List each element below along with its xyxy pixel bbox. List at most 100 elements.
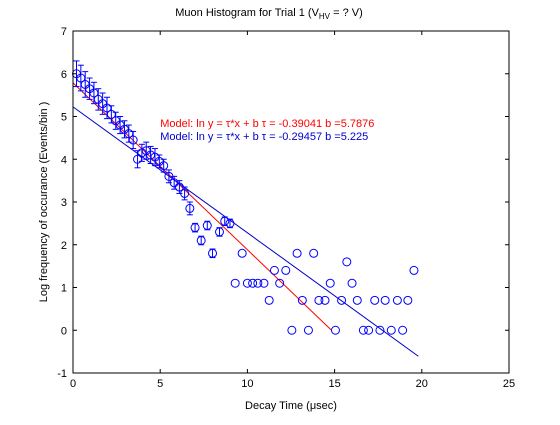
data-point [185, 201, 195, 216]
data-marker [292, 248, 302, 258]
data-point [403, 295, 413, 305]
data-point [392, 295, 402, 305]
data-marker [386, 325, 396, 335]
data-point [370, 295, 380, 305]
model-annotation-2: Model: ln y = τ*x + b τ = -0.29457 b =5.… [160, 131, 368, 143]
data-point [342, 257, 352, 267]
x-axis-label: Decay Time (μsec) [245, 400, 337, 412]
data-marker [409, 265, 419, 275]
data-marker [264, 295, 274, 305]
data-point [137, 143, 147, 162]
data-point [398, 325, 408, 335]
data-marker [225, 218, 235, 228]
data-point [214, 227, 224, 237]
data-marker [325, 278, 335, 288]
data-point [320, 295, 330, 305]
data-marker [196, 235, 206, 245]
y-axis-label: Log frequency of occurance (Events/bin ) [38, 102, 50, 303]
data-marker [185, 203, 195, 213]
data-marker [159, 161, 169, 171]
data-point [237, 248, 247, 258]
data-marker [337, 295, 347, 305]
data-marker [398, 325, 408, 335]
y-tick-label: 5 [61, 112, 67, 124]
data-marker [242, 278, 252, 288]
data-point [159, 158, 169, 173]
data-marker [202, 221, 212, 231]
data-point [386, 325, 396, 335]
data-point [314, 295, 324, 305]
data-point [347, 278, 357, 288]
data-marker [259, 278, 269, 288]
x-axis-label-pre: Decay Time ( [245, 400, 310, 412]
x-tick-label: 15 [328, 378, 340, 390]
data-marker [309, 248, 319, 258]
data-point [303, 325, 313, 335]
data-marker [214, 227, 224, 237]
data-point [287, 325, 297, 335]
y-tick-label: -1 [57, 368, 67, 380]
data-marker [352, 295, 362, 305]
data-marker [364, 325, 374, 335]
data-marker [347, 278, 357, 288]
y-tick-label: 7 [61, 26, 67, 38]
y-tick-label: 3 [61, 197, 67, 209]
data-point [297, 295, 307, 305]
data-point [380, 295, 390, 305]
data-marker [330, 325, 340, 335]
data-point [358, 325, 368, 335]
data-point [190, 222, 200, 233]
data-point [180, 186, 190, 201]
y-tick-label: 1 [61, 283, 67, 295]
data-point [352, 295, 362, 305]
data-marker [180, 188, 190, 198]
data-point [309, 248, 319, 258]
data-point [330, 325, 340, 335]
data-point [375, 325, 385, 335]
data-marker [403, 295, 413, 305]
fit-line-2 [72, 106, 419, 357]
title-main: Muon Histogram for Trial 1 (V [175, 7, 319, 19]
data-point [275, 278, 285, 288]
data-marker [370, 295, 380, 305]
data-point [242, 278, 252, 288]
title-end: = ? V) [330, 7, 363, 19]
data-marker [220, 216, 230, 226]
data-points [71, 60, 419, 335]
data-point [225, 218, 235, 229]
data-point [196, 235, 206, 246]
data-point [325, 278, 335, 288]
data-marker [358, 325, 368, 335]
data-marker [375, 325, 385, 335]
data-point [337, 295, 347, 305]
y-tick-label: 0 [61, 325, 67, 337]
model-annotation-1: Model: ln y = τ*x + b τ = -0.39041 b =5.… [160, 118, 374, 130]
data-marker [281, 265, 291, 275]
x-tick-label: 5 [157, 378, 163, 390]
data-marker [237, 248, 247, 258]
data-point [281, 265, 291, 275]
x-tick-label: 10 [241, 378, 253, 390]
data-marker [248, 278, 258, 288]
data-point [264, 295, 274, 305]
data-marker [230, 278, 240, 288]
data-marker [190, 223, 200, 233]
data-point [409, 265, 419, 275]
data-marker [392, 295, 402, 305]
chart-title: Muon Histogram for Trial 1 (VHV = ? V) [175, 7, 363, 21]
y-tick-label: 4 [61, 154, 67, 166]
x-tick-label: 0 [70, 378, 76, 390]
x-axis-label-mu: μ [310, 400, 316, 412]
data-point [364, 325, 374, 335]
y-tick-label: 6 [61, 69, 67, 81]
data-point [208, 248, 218, 259]
data-point [128, 130, 138, 150]
data-marker [287, 325, 297, 335]
annotations: Model: ln y = τ*x + b τ = -0.39041 b =5.… [160, 118, 374, 143]
data-marker [380, 295, 390, 305]
title-subscript: HV [319, 12, 331, 21]
data-marker [128, 135, 138, 145]
